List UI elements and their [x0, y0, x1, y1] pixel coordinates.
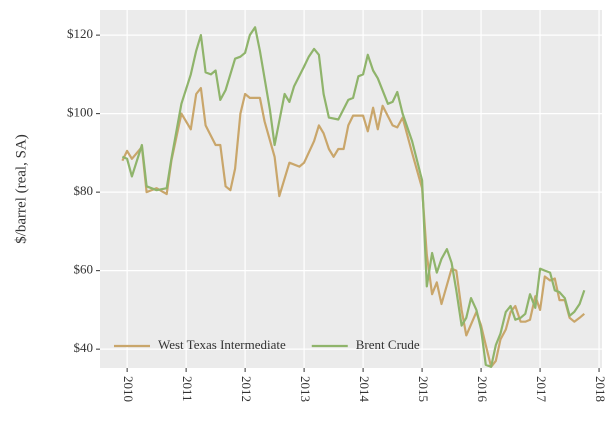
x-tick-label: 2011	[180, 376, 195, 402]
x-tick-label: 2018	[593, 376, 607, 402]
y-tick-label: $100	[67, 105, 93, 120]
legend-label: West Texas Intermediate	[158, 337, 286, 352]
x-tick-label: 2012	[239, 376, 254, 402]
x-tick-label: 2017	[534, 376, 549, 403]
data-line	[121, 26, 586, 368]
plot-panel	[100, 10, 602, 368]
y-tick-label: $60	[74, 262, 94, 277]
y-axis-label: $/barrel (real, SA)	[13, 134, 29, 244]
x-tick-label: 2010	[121, 376, 136, 402]
x-tick-label: 2014	[357, 376, 372, 403]
y-tick-label: $80	[74, 183, 94, 198]
x-tick-label: 2013	[298, 376, 313, 402]
legend-label: Brent Crude	[356, 337, 420, 352]
data-line	[121, 87, 586, 368]
y-tick-label: $120	[67, 26, 93, 41]
x-tick-label: 2015	[416, 376, 431, 402]
y-tick-label: $40	[74, 340, 94, 355]
x-tick-label: 2016	[475, 376, 490, 403]
